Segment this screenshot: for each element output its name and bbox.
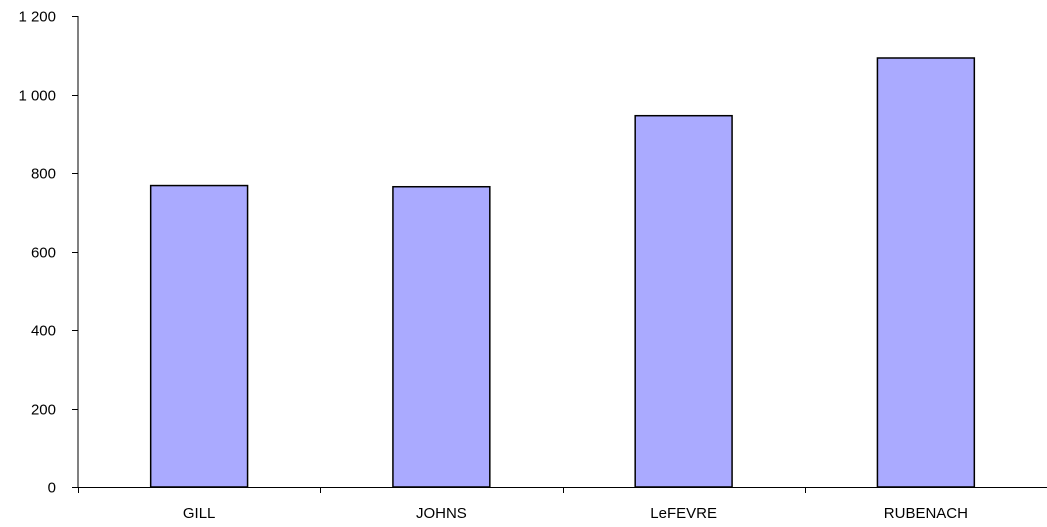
bar-gill [149, 184, 249, 488]
y-tick-label: 1 200 [18, 9, 56, 26]
bar-rubenach [876, 57, 976, 488]
y-tick-label: 200 [31, 402, 56, 419]
x-tick-label: GILL [183, 505, 216, 522]
y-tick-label: 800 [31, 166, 56, 183]
y-tick-label: 400 [31, 323, 56, 340]
y-tick-label: 0 [48, 480, 56, 497]
x-axis [78, 487, 1047, 493]
y-axis: 0 200 400 600 800 1 000 1 200 [18, 9, 79, 497]
x-tick-label: LeFEVRE [650, 505, 717, 522]
bar-lefevre [634, 114, 733, 488]
x-tick-label: JOHNS [416, 505, 467, 522]
bar-johns [392, 185, 491, 488]
x-tick-label: RUBENACH [884, 505, 968, 522]
x-tick-labels: GILL JOHNS LeFEVRE RUBENACH [183, 505, 968, 522]
bars [149, 57, 976, 488]
y-tick-label: 600 [31, 245, 56, 262]
y-tick-label: 1 000 [18, 88, 56, 105]
